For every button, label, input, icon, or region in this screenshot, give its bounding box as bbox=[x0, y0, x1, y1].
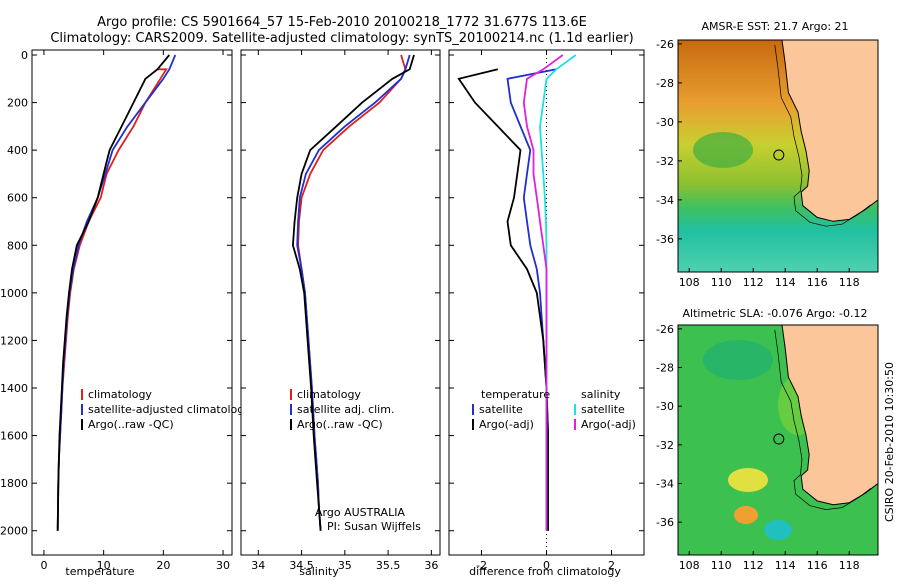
difference-legend-group-temperature: temperature bbox=[481, 388, 550, 401]
depth-tick-label: 600 bbox=[7, 192, 28, 205]
difference-xlabel: difference from climatology bbox=[469, 565, 621, 578]
difference-xtick-label: 0 bbox=[543, 559, 550, 572]
salinity-xtick-label: 35 bbox=[338, 559, 352, 572]
depth-tick-label: 1000 bbox=[0, 287, 28, 300]
map-xtick-label: 110 bbox=[711, 559, 732, 572]
difference-xtick-label: -2 bbox=[476, 559, 487, 572]
shelf-contour bbox=[774, 44, 872, 227]
temperature-legend-label: climatology bbox=[88, 388, 152, 401]
argo-annotation-line1: Argo AUSTRALIA bbox=[315, 506, 405, 519]
land-mass bbox=[781, 40, 878, 222]
sla-map: 108 110 112 114 116 118 -26 -28 -30 -32 -34 -36 bbox=[656, 323, 879, 572]
depth-tick-label: 2000 bbox=[0, 525, 28, 538]
figure-title-line1: Argo profile: CS 5901664_57 15-Feb-2010 … bbox=[97, 15, 587, 30]
map-frame bbox=[677, 39, 879, 273]
temperature-series-2 bbox=[56, 54, 170, 531]
temperature-xtick-label: 0 bbox=[40, 559, 47, 572]
map-body bbox=[678, 40, 878, 272]
temperature-legend-label: Argo(..raw -QC) bbox=[88, 418, 174, 431]
map-ytick-label: -28 bbox=[656, 77, 674, 90]
salinity-series-2 bbox=[291, 54, 415, 531]
salinity-panel: 34 34.5 35 35.5 36 climatology satellite adj. … bbox=[240, 49, 441, 572]
map-ytick-label: -36 bbox=[656, 516, 674, 529]
temperature-xtick-label: 20 bbox=[156, 559, 170, 572]
map-xtick-label: 108 bbox=[679, 276, 700, 289]
salinity-legend-label: satellite adj. clim. bbox=[297, 403, 394, 416]
difference-xtick-label: 2 bbox=[608, 559, 615, 572]
sla-patch bbox=[703, 340, 773, 380]
difference-legend-label: satellite bbox=[581, 403, 625, 416]
map-xtick-label: 114 bbox=[775, 276, 796, 289]
sst-map-title: AMSR-E SST: 21.7 Argo: 21 bbox=[701, 20, 848, 33]
salinity-xtick-label: 34 bbox=[251, 559, 265, 572]
map-xtick-label: 108 bbox=[679, 559, 700, 572]
depth-tick-label: 1200 bbox=[0, 334, 28, 347]
map-xtick-label: 112 bbox=[743, 276, 764, 289]
sla-low-patch bbox=[764, 520, 792, 540]
depth-tick-label: 1600 bbox=[0, 430, 28, 443]
salinity-xlabel: salinity bbox=[299, 565, 339, 578]
difference-panel: -2 0 2 temperature salinity satellite Argo(-ad… bbox=[448, 49, 645, 572]
difference-legend-group-salinity: salinity bbox=[581, 388, 621, 401]
map-ytick-label: -36 bbox=[656, 233, 674, 246]
salinity-legend-label: climatology bbox=[297, 388, 361, 401]
depth-tick-label: 200 bbox=[7, 97, 28, 110]
map-ytick-label: -30 bbox=[656, 116, 674, 129]
difference-series-1 bbox=[457, 68, 549, 531]
depth-tick-label: 800 bbox=[7, 239, 28, 252]
temperature-frame bbox=[31, 49, 233, 556]
salinity-xtick-label: 34.5 bbox=[289, 559, 314, 572]
salinity-xtick-label: 35.5 bbox=[376, 559, 401, 572]
map-xtick-label: 118 bbox=[839, 276, 860, 289]
figure-title-line2: Climatology: CARS2009. Satellite-adjuste… bbox=[50, 31, 633, 46]
temperature-xtick-label: 10 bbox=[97, 559, 111, 572]
salinity-legend-label: Argo(..raw -QC) bbox=[297, 418, 383, 431]
difference-series-3 bbox=[522, 54, 564, 531]
map-ytick-label: -32 bbox=[656, 155, 674, 168]
map-xtick-label: 116 bbox=[807, 559, 828, 572]
sla-high-patch bbox=[728, 468, 768, 492]
depth-tick-label: 0 bbox=[21, 49, 28, 62]
temperature-xlabel: temperature bbox=[65, 565, 134, 578]
sst-map: 108 110 112 114 116 118 -26 -28 -30 -32 -34 -36 bbox=[656, 38, 879, 289]
map-xtick-label: 116 bbox=[807, 276, 828, 289]
map-body bbox=[678, 325, 878, 555]
argo-position-marker bbox=[773, 149, 785, 161]
map-xtick-label: 114 bbox=[775, 559, 796, 572]
difference-legend-label: Argo(-adj) bbox=[479, 418, 534, 431]
salinity-frame bbox=[240, 49, 441, 556]
map-ytick-label: -30 bbox=[656, 400, 674, 413]
difference-legend-label: satellite bbox=[479, 403, 523, 416]
shelf-contour bbox=[774, 329, 872, 510]
depth-tick-label: 1800 bbox=[0, 477, 28, 490]
map-ytick-label: -34 bbox=[656, 194, 674, 207]
map-xtick-label: 118 bbox=[839, 559, 860, 572]
temperature-legend-label: satellite-adjusted climatology bbox=[88, 403, 251, 416]
map-xtick-label: 112 bbox=[743, 559, 764, 572]
depth-tick-label: 400 bbox=[7, 144, 28, 157]
difference-legend-label: Argo(-adj) bbox=[581, 418, 636, 431]
map-ytick-label: -28 bbox=[656, 362, 674, 375]
map-ytick-label: -26 bbox=[656, 323, 674, 336]
salinity-xtick-label: 36 bbox=[424, 559, 438, 572]
temperature-xtick-label: 30 bbox=[216, 559, 230, 572]
argo-annotation-line2: PI: Susan Wijffels bbox=[327, 520, 421, 533]
argo-position-marker bbox=[773, 433, 785, 445]
map-ytick-label: -32 bbox=[656, 439, 674, 452]
depth-tick-label: 1400 bbox=[0, 382, 28, 395]
csiro-footer: CSIRO 20-Feb-2010 10:30:50 bbox=[883, 362, 896, 522]
map-xtick-label: 110 bbox=[711, 276, 732, 289]
map-ytick-label: -26 bbox=[656, 38, 674, 51]
temperature-panel: 0 10 20 30 0 200 400 600 800 1000 1200 1400 1600 1800… bbox=[0, 49, 251, 572]
map-ytick-label: -34 bbox=[656, 477, 674, 490]
map-frame bbox=[677, 324, 879, 556]
sst-cool-patch bbox=[693, 132, 753, 168]
sla-map-title: Altimetric SLA: -0.076 Argo: -0.12 bbox=[683, 307, 868, 320]
land-mass bbox=[781, 325, 878, 506]
sla-high-core bbox=[734, 506, 758, 524]
